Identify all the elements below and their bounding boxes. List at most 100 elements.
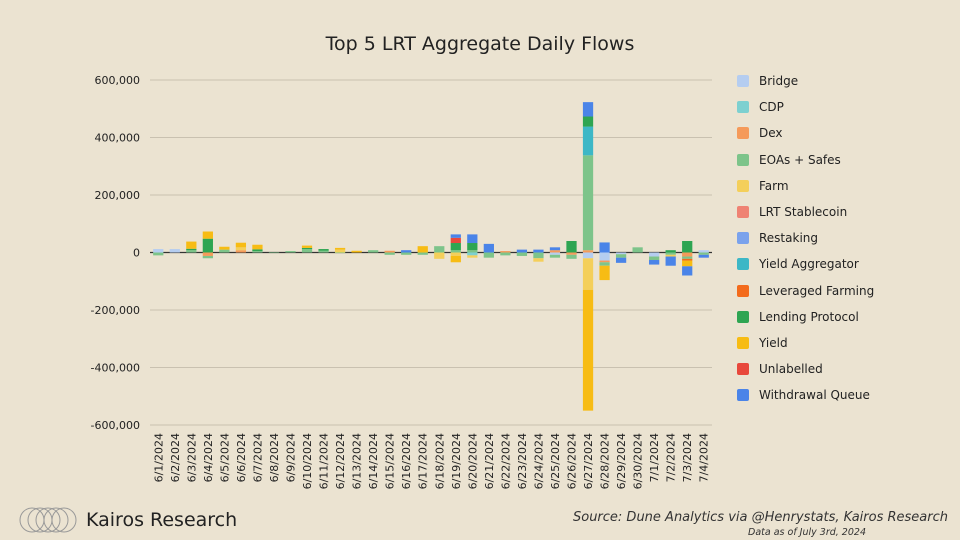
bar-segment: [516, 252, 528, 256]
bar-segment: [219, 249, 230, 253]
bar-segment: [582, 289, 594, 411]
bar-segment: [549, 254, 561, 258]
bar-segment: [202, 252, 213, 256]
x-tick-label: 6/9/2024: [285, 433, 298, 482]
legend-label: Leveraged Farming: [759, 283, 875, 298]
grid-lines: [150, 79, 712, 426]
x-tick-label: 6/27/2024: [582, 433, 595, 489]
legend-item: EOAs + Safes: [737, 147, 874, 173]
bar-segment: [467, 234, 478, 244]
bar-segment: [467, 252, 478, 256]
bar-segment: [566, 241, 577, 253]
y-tick-label: -400,000: [91, 362, 140, 375]
bar-segment: [615, 257, 627, 263]
bar-segment: [632, 247, 643, 253]
x-tick-label: 6/22/2024: [499, 433, 512, 489]
x-tick-label: 6/8/2024: [268, 433, 281, 482]
legend-label: Yield Aggregator: [759, 257, 859, 272]
x-tick-label: 6/19/2024: [450, 433, 463, 489]
legend-label: CDP: [759, 100, 784, 115]
bar-segment: [549, 252, 561, 255]
bar-segment: [698, 250, 709, 253]
bar-segment: [665, 252, 676, 255]
legend-item: Restaking: [737, 225, 874, 251]
bar-segment: [483, 252, 494, 258]
x-tick-label: 6/11/2024: [318, 433, 331, 489]
legend-label: Restaking: [759, 231, 818, 246]
bar-segment: [599, 242, 610, 253]
x-tick-label: 7/1/2024: [648, 433, 661, 482]
legend-item: Withdrawal Queue: [737, 382, 874, 408]
legend-label: Yield: [759, 335, 788, 350]
bar-segment: [582, 126, 594, 156]
x-tick-label: 6/4/2024: [202, 433, 215, 482]
legend-swatch: [737, 389, 749, 402]
bar-segment: [682, 241, 693, 253]
bar-segment: [682, 252, 693, 257]
bar-segment: [384, 250, 395, 253]
x-tick-label: 6/14/2024: [367, 433, 380, 489]
y-tick-label: 0: [133, 247, 140, 260]
legend-swatch: [737, 101, 749, 114]
bar-segment: [268, 252, 280, 254]
bar-segment: [599, 265, 610, 281]
x-axis-ticks: 6/1/2024 6/2/2024 6/3/2024 6/4/2024 6/5/2024…: [152, 433, 710, 489]
legend-swatch: [737, 75, 749, 88]
x-tick-label: 6/25/2024: [549, 433, 562, 489]
bar-segment: [698, 252, 709, 255]
legend-label: Withdrawal Queue: [759, 388, 870, 403]
legend-label: Dex: [759, 126, 783, 141]
x-tick-label: 6/15/2024: [384, 433, 397, 489]
x-tick-label: 6/26/2024: [566, 433, 579, 489]
y-tick-label: -200,000: [91, 304, 140, 317]
bar-segment: [235, 247, 247, 251]
bar-segment: [682, 260, 693, 267]
x-tick-label: 6/2/2024: [169, 433, 182, 482]
legend-item: Leveraged Farming: [737, 278, 874, 304]
bar-segment: [417, 246, 428, 253]
legend-item: Yield: [737, 330, 874, 356]
bar-segment: [351, 250, 362, 253]
bar-segment: [169, 249, 180, 253]
bar-segment: [500, 252, 511, 256]
y-tick-label: 200,000: [95, 189, 141, 202]
legend-swatch: [737, 232, 749, 245]
bar-segment: [450, 234, 461, 238]
x-tick-label: 6/5/2024: [218, 433, 231, 482]
legend-swatch: [737, 363, 749, 376]
x-tick-label: 6/21/2024: [483, 433, 496, 489]
legend-item: LRT Stablecoin: [737, 199, 874, 225]
bar-segment: [318, 249, 329, 251]
legend-item: Bridge: [737, 68, 874, 94]
x-tick-label: 6/16/2024: [400, 433, 413, 489]
legend-swatch: [737, 336, 749, 349]
bar-segment: [434, 252, 445, 259]
bar-segment: [285, 251, 296, 253]
legend: Bridge CDP Dex EOAs + Safes Farm LRT Stableco…: [737, 68, 874, 408]
x-tick-label: 6/30/2024: [632, 433, 645, 489]
bar-segment: [417, 252, 428, 255]
bar-segment: [682, 258, 693, 261]
legend-swatch: [737, 179, 749, 192]
bar-segment: [186, 241, 197, 249]
bar-segment: [582, 155, 594, 251]
x-tick-label: 6/3/2024: [185, 433, 198, 482]
bar-segment: [599, 252, 610, 261]
y-tick-label: 600,000: [95, 74, 141, 87]
bar-segment: [467, 243, 478, 251]
legend-label: Unlabelled: [759, 362, 823, 377]
x-tick-label: 6/6/2024: [235, 433, 248, 482]
bar-segment: [153, 249, 164, 253]
bar-segment: [434, 246, 445, 253]
x-tick-label: 6/12/2024: [334, 433, 347, 489]
bar-segment: [599, 262, 610, 266]
legend-swatch: [737, 127, 749, 140]
bar-segment: [334, 252, 346, 254]
bar-segment: [202, 238, 213, 253]
bar-segment: [615, 254, 627, 258]
bar-segment: [186, 248, 197, 251]
bar-segment: [682, 266, 693, 276]
bar-segment: [186, 250, 197, 253]
kairos-rings-icon: [19, 507, 77, 533]
brand-logo: Kairos Research: [18, 506, 237, 534]
